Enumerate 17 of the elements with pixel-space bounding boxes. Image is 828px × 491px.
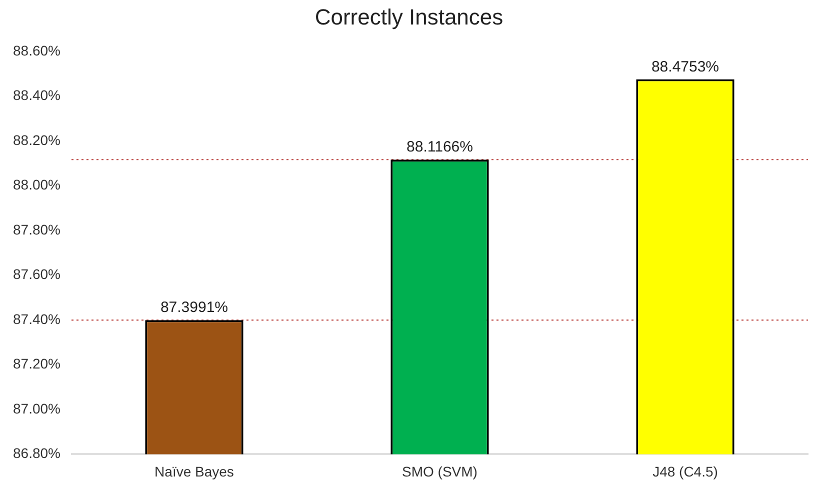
y-tick-label: 87.00%	[13, 400, 60, 416]
y-tick-label: 88.60%	[13, 42, 60, 58]
y-tick-label: 87.40%	[13, 310, 60, 327]
y-tick-label: 88.40%	[13, 87, 60, 104]
y-tick-label: 86.80%	[13, 445, 60, 462]
x-tick-label: Naïve Bayes	[154, 463, 234, 480]
x-tick-label: J48 (C4.5)	[652, 463, 718, 480]
data-label: 87.3991%	[160, 299, 228, 316]
y-tick-label: 87.60%	[13, 266, 60, 282]
data-label: 88.4753%	[651, 58, 720, 76]
y-tick-label: 87.80%	[13, 221, 60, 238]
y-tick-label: 88.20%	[13, 132, 60, 148]
y-tick-label: 87.20%	[13, 356, 60, 372]
data-label: 88.1166%	[406, 138, 473, 156]
x-tick-label: SMO (SVM)	[402, 463, 478, 480]
y-tick-label: 88.00%	[13, 176, 60, 193]
chart-title: Correctly Instances	[314, 4, 504, 30]
